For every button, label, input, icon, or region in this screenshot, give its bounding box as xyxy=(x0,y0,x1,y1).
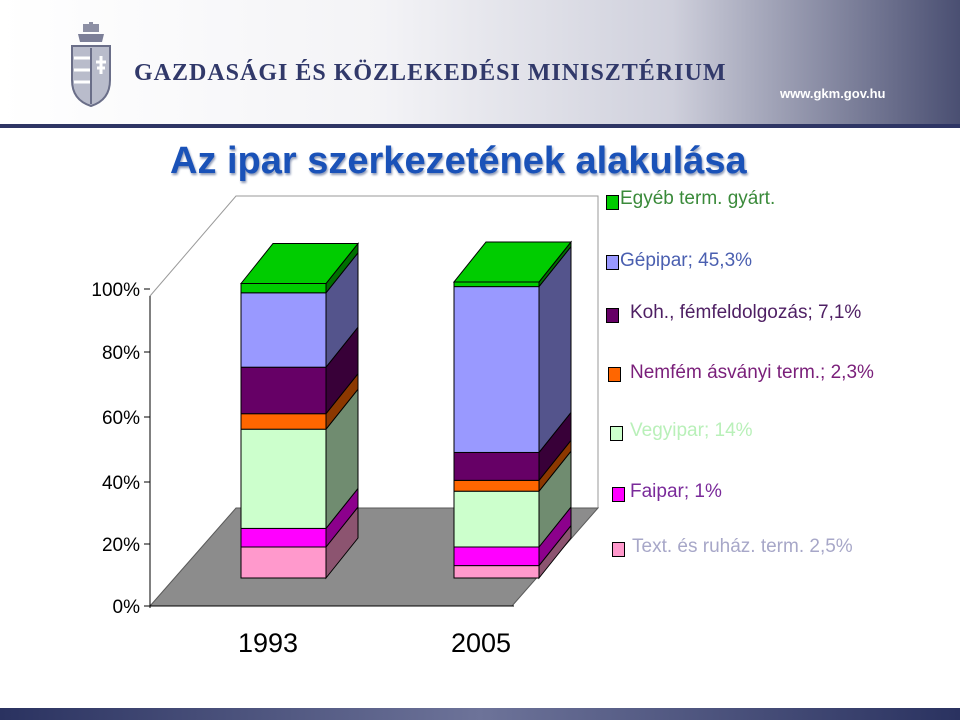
bar-stack-1993 xyxy=(239,242,360,580)
legend-label: Text. és ruház. term. 2,5% xyxy=(632,536,853,557)
bar-segment xyxy=(240,413,327,430)
legend-swatch xyxy=(606,308,619,323)
bar-segment xyxy=(453,286,540,453)
legend-swatch xyxy=(608,367,621,382)
ministry-header-banner: GAZDASÁGI ÉS KÖZLEKEDÉSI MINISZTÉRIUM ww… xyxy=(0,0,960,128)
y-tick-label: 100% xyxy=(91,280,140,301)
y-tick-label: 0% xyxy=(113,597,141,618)
bar-segment xyxy=(240,292,327,368)
y-axis: 0% 20% 40% 60% 80% 100% xyxy=(91,280,150,618)
bar-segment xyxy=(453,490,540,548)
y-tick-label: 20% xyxy=(102,535,140,556)
y-tick-label: 60% xyxy=(102,408,140,429)
website-url: www.gkm.gov.hu xyxy=(780,86,886,101)
y-tick-label: 40% xyxy=(102,473,140,494)
footer-bar xyxy=(0,708,960,720)
bar-stack-2005 xyxy=(452,240,573,580)
bar-top xyxy=(452,241,573,283)
legend-swatch xyxy=(606,195,619,210)
bars xyxy=(239,240,573,580)
legend-label: Faipar; 1% xyxy=(630,481,722,502)
legend-label: Nemfém ásványi term.; 2,3% xyxy=(630,362,874,383)
legend-label: Vegyipar; 14% xyxy=(630,420,753,441)
legend-swatch xyxy=(610,426,623,441)
legend-swatch xyxy=(612,542,625,557)
x-axis: 1993 2005 xyxy=(238,628,511,658)
x-tick-label: 2005 xyxy=(451,628,511,658)
bar-top xyxy=(239,243,360,284)
coat-of-arms-icon xyxy=(71,22,111,108)
legend-swatch xyxy=(612,487,625,502)
bar-segment xyxy=(453,451,540,481)
bar-segment xyxy=(453,565,540,579)
chart-title: Az ipar szerkezetének alakulása xyxy=(170,140,747,182)
legend-label: Egyéb term. gyárt. xyxy=(620,188,776,209)
bar-segment xyxy=(240,428,327,529)
banner-stripe xyxy=(0,124,960,128)
bar-segment xyxy=(240,527,327,548)
legend-label: Koh., fémfeldolgozás; 7,1% xyxy=(630,302,862,323)
bar-segment xyxy=(453,281,540,288)
bar-segment xyxy=(240,283,327,294)
bar-segment xyxy=(453,546,540,567)
legend-swatch xyxy=(606,255,619,270)
legend-label: Gépipar; 45,3% xyxy=(620,250,753,271)
bar-segment xyxy=(240,546,327,579)
x-tick-label: 1993 xyxy=(238,628,298,658)
bar-segment xyxy=(453,479,540,492)
ministry-name: GAZDASÁGI ÉS KÖZLEKEDÉSI MINISZTÉRIUM xyxy=(134,60,727,86)
bar-segment xyxy=(240,366,327,415)
y-tick-label: 80% xyxy=(102,343,140,364)
